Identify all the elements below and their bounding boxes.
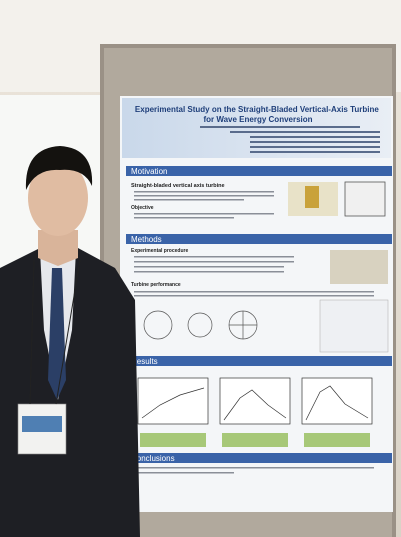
lanyard: [29, 259, 35, 405]
section-header-bar: [126, 356, 392, 366]
body-lines: [134, 467, 374, 474]
section-heading: Motivation: [131, 167, 167, 176]
figure-turbine: [344, 181, 386, 217]
figure-setup: [330, 250, 388, 284]
poster-title: Experimental Study on the Straight-Blade…: [135, 105, 381, 124]
subheading: Experimental procedure: [131, 248, 188, 254]
body-lines: [134, 256, 374, 297]
lanyard: [55, 259, 81, 405]
section-header-bar: [126, 166, 392, 176]
figure-wave-device: [305, 186, 319, 208]
person: [0, 146, 140, 537]
badge-banner: [22, 416, 62, 432]
section-header-bar: [126, 234, 392, 244]
result-notes: [140, 433, 370, 447]
section-heading: Conclusions: [131, 454, 175, 463]
method-diagrams: [143, 310, 258, 340]
body-lines: [134, 191, 274, 219]
hair: [25, 146, 93, 190]
author-line: [230, 131, 380, 133]
author-line: [250, 136, 380, 138]
tie: [48, 268, 66, 400]
author-line: [250, 151, 380, 153]
section-header-bar: [126, 453, 392, 463]
legend-box: [319, 299, 389, 353]
face: [28, 160, 88, 236]
subheading: Turbine performance: [131, 282, 181, 288]
section-heading: Results: [131, 357, 158, 366]
neck: [38, 230, 78, 266]
section-heading: Methods: [131, 235, 162, 244]
suit: [0, 248, 140, 537]
poster-title-line: Experimental Study on the Straight-Blade…: [135, 105, 379, 114]
result-plots: [137, 377, 373, 425]
author-line: [250, 146, 380, 148]
author-line: [250, 141, 380, 143]
subheading: Straight-bladed vertical axis turbine: [131, 183, 225, 189]
poster: Experimental Study on the Straight-Blade…: [120, 96, 393, 512]
subheading: Objective: [131, 205, 154, 211]
poster-title-line: for Wave Energy Conversion: [203, 115, 312, 124]
author-lines: [200, 126, 380, 153]
author-line: [200, 126, 360, 128]
